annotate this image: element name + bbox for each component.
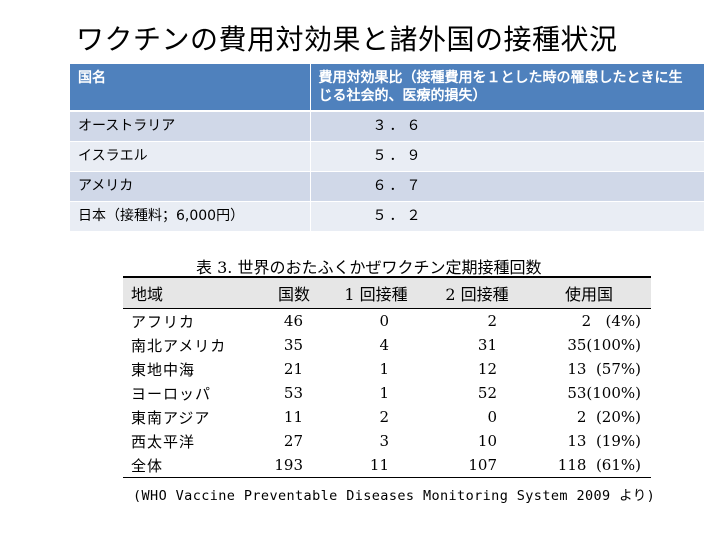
two-dose-cell: 2 bbox=[487, 312, 497, 330]
using-countries-cell: 2 (4%) bbox=[581, 312, 641, 330]
table-row: 日本（接種料；6,000円） ５．２ bbox=[70, 201, 704, 232]
one-dose-cell: 4 bbox=[379, 336, 389, 354]
header-country-count: 国数 bbox=[263, 276, 325, 309]
two-dose-cell: 52 bbox=[477, 384, 497, 402]
two-dose-cell: 0 bbox=[487, 408, 497, 426]
one-dose-cell: 1 bbox=[379, 384, 389, 402]
one-dose-cell: 11 bbox=[325, 453, 427, 478]
slide-title: ワクチンの費用対効果と諸外国の接種状況 bbox=[76, 23, 618, 56]
country-count-cell: 53 bbox=[283, 384, 303, 402]
using-countries-cell: 2 (20%) bbox=[576, 408, 641, 426]
who-table-header-row: 地域 国数 1 回接種 2 回接種 使用国 bbox=[123, 276, 651, 309]
mumps-vaccine-table: 地域 国数 1 回接種 2 回接種 使用国 アフリカ 46 0 2 2 (4%)… bbox=[123, 276, 651, 478]
header-cost-ratio: 費用対効果比（接種費用を１とした時の罹患したときに生じる社会的、医療的損失） bbox=[309, 64, 704, 112]
two-dose-cell: 107 bbox=[427, 453, 527, 478]
one-dose-cell: 2 bbox=[379, 408, 389, 426]
country-count-cell: 27 bbox=[283, 432, 303, 450]
using-countries-cell: 35(100%) bbox=[567, 336, 641, 354]
two-dose-cell: 10 bbox=[477, 432, 497, 450]
region-cell: 南北アメリカ bbox=[131, 336, 227, 355]
cost-effectiveness-table: 国名 費用対効果比（接種費用を１とした時の罹患したときに生じる社会的、医療的損失… bbox=[70, 64, 704, 232]
source-note: (WHO Vaccine Preventable Diseases Monito… bbox=[133, 488, 656, 504]
ratio-cell: ５．２ bbox=[309, 201, 704, 232]
who-table-caption: 表 3. 世界のおたふくかぜワクチン定期接種回数 bbox=[196, 258, 542, 277]
table-row: 西太平洋 27 3 10 13 (19%) bbox=[123, 429, 651, 453]
cost-table-header-row: 国名 費用対効果比（接種費用を１とした時の罹患したときに生じる社会的、医療的損失… bbox=[70, 64, 704, 112]
table-row: 南北アメリカ 35 4 31 35(100%) bbox=[123, 333, 651, 357]
country-cell: アメリカ bbox=[70, 171, 310, 202]
table-row: 東地中海 21 1 12 13 (57%) bbox=[123, 357, 651, 381]
ratio-cell: ５．９ bbox=[309, 141, 704, 172]
using-countries-cell: 53(100%) bbox=[567, 384, 641, 402]
ratio-cell: ３．６ bbox=[309, 111, 704, 142]
region-cell: ヨーロッパ bbox=[131, 384, 212, 403]
one-dose-cell: 1 bbox=[379, 360, 389, 378]
region-cell: 全体 bbox=[123, 453, 263, 478]
region-cell: アフリカ bbox=[131, 312, 196, 331]
country-cell: イスラエル bbox=[70, 141, 310, 172]
country-count-cell: 46 bbox=[283, 312, 303, 330]
one-dose-cell: 0 bbox=[379, 312, 389, 330]
using-countries-cell: 13 (19%) bbox=[567, 432, 641, 450]
using-countries-cell: 118 (61%) bbox=[527, 453, 651, 478]
table-row: イスラエル ５．９ bbox=[70, 141, 704, 172]
region-cell: 東南アジア bbox=[131, 408, 211, 427]
two-dose-cell: 12 bbox=[477, 360, 497, 378]
region-cell: 東地中海 bbox=[131, 360, 196, 379]
country-count-cell: 35 bbox=[283, 336, 303, 354]
header-country: 国名 bbox=[70, 64, 310, 112]
country-count-cell: 193 bbox=[263, 453, 325, 478]
header-region: 地域 bbox=[123, 276, 263, 309]
table-row: アフリカ 46 0 2 2 (4%) bbox=[123, 309, 651, 334]
header-two-dose: 2 回接種 bbox=[427, 276, 527, 309]
one-dose-cell: 3 bbox=[379, 432, 389, 450]
country-cell: オーストラリア bbox=[70, 111, 310, 142]
table-row: アメリカ ６．７ bbox=[70, 171, 704, 202]
country-count-cell: 11 bbox=[283, 408, 303, 426]
two-dose-cell: 31 bbox=[477, 336, 497, 354]
country-count-cell: 21 bbox=[283, 360, 303, 378]
table-row: オーストラリア ３．６ bbox=[70, 111, 704, 142]
using-countries-cell: 13 (57%) bbox=[567, 360, 641, 378]
country-cell: 日本（接種料；6,000円） bbox=[70, 201, 310, 232]
header-using-countries: 使用国 bbox=[527, 276, 651, 309]
header-one-dose: 1 回接種 bbox=[325, 276, 427, 309]
table-row: 東南アジア 11 2 0 2 (20%) bbox=[123, 405, 651, 429]
table-row-total: 全体 193 11 107 118 (61%) bbox=[123, 453, 651, 478]
table-row: ヨーロッパ 53 1 52 53(100%) bbox=[123, 381, 651, 405]
ratio-cell: ６．７ bbox=[309, 171, 704, 202]
region-cell: 西太平洋 bbox=[131, 432, 196, 451]
